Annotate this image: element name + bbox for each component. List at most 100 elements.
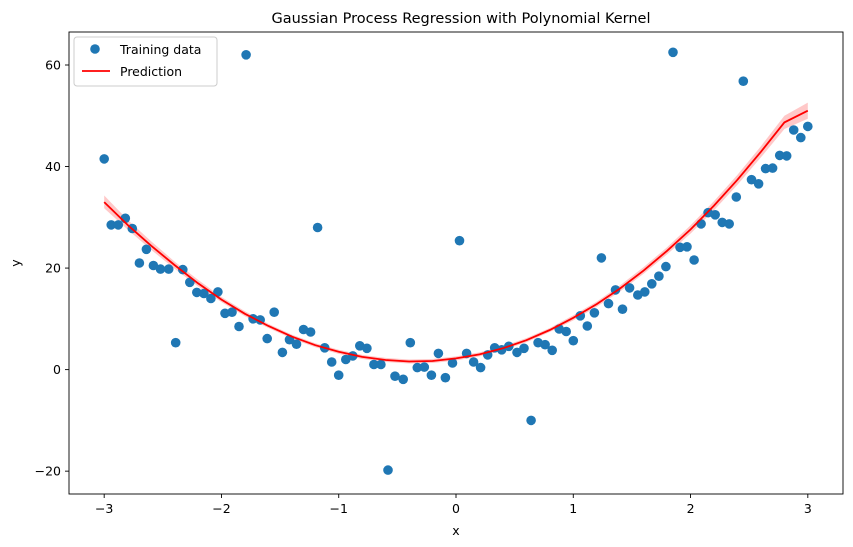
training-point xyxy=(647,279,657,289)
training-point xyxy=(760,163,771,174)
training-point xyxy=(213,287,223,297)
x-tick-label: −2 xyxy=(212,501,230,516)
training-point xyxy=(426,370,437,381)
plot-area xyxy=(99,47,813,475)
training-point xyxy=(540,339,550,350)
training-point xyxy=(774,150,785,161)
training-point xyxy=(746,174,757,185)
training-point xyxy=(561,326,571,337)
y-tick-label: −20 xyxy=(35,464,61,479)
training-point xyxy=(433,348,444,359)
training-point xyxy=(724,219,734,229)
y-axis: −20 0 20 40 60 xyxy=(35,58,69,479)
training-point xyxy=(155,264,166,274)
training-point xyxy=(526,415,536,426)
y-tick-label: 0 xyxy=(53,362,61,377)
training-point xyxy=(206,293,216,304)
training-point xyxy=(199,288,209,299)
x-axis-label: x xyxy=(452,523,459,538)
legend-label-training: Training data xyxy=(119,42,201,57)
training-point xyxy=(440,372,451,383)
training-point xyxy=(731,192,742,202)
training-point xyxy=(519,343,529,354)
training-point xyxy=(383,465,393,475)
training-point xyxy=(178,264,188,275)
training-point xyxy=(192,287,202,298)
training-point xyxy=(475,362,486,373)
x-axis: −3 −2 −1 0 1 2 3 xyxy=(95,494,812,516)
x-tick-label: 0 xyxy=(452,501,460,516)
training-point xyxy=(376,359,386,370)
training-point xyxy=(454,235,465,246)
training-point xyxy=(398,374,409,385)
training-point xyxy=(803,121,813,132)
training-point xyxy=(661,261,671,272)
training-point xyxy=(753,179,764,189)
training-point xyxy=(696,219,706,229)
legend-box xyxy=(73,36,218,87)
training-point xyxy=(781,151,792,161)
training-points-layer xyxy=(99,47,813,475)
training-point xyxy=(689,255,699,265)
training-point xyxy=(568,335,579,346)
training-point xyxy=(682,242,692,252)
training-point xyxy=(99,154,109,164)
training-point xyxy=(362,343,372,354)
training-point xyxy=(788,125,799,135)
chart-title: Gaussian Process Regression with Polynom… xyxy=(271,11,650,27)
training-point xyxy=(390,371,400,382)
y-tick-label: 40 xyxy=(45,159,61,174)
training-point xyxy=(141,244,152,255)
training-point xyxy=(234,321,244,332)
training-point xyxy=(241,50,251,60)
training-point xyxy=(675,242,685,253)
training-point xyxy=(624,283,635,293)
training-point xyxy=(333,370,344,381)
training-point xyxy=(419,362,430,372)
training-point xyxy=(227,307,237,318)
training-point xyxy=(654,271,664,282)
training-point xyxy=(106,220,116,230)
training-point xyxy=(710,210,720,220)
training-point xyxy=(617,304,628,315)
x-tick-label: 3 xyxy=(804,501,812,516)
prediction-line xyxy=(103,109,809,363)
x-tick-label: 2 xyxy=(687,501,695,516)
training-point xyxy=(596,253,607,263)
prediction-line-layer xyxy=(103,109,809,363)
x-tick-label: −1 xyxy=(330,501,348,516)
y-tick-label: 60 xyxy=(45,58,61,73)
training-point xyxy=(262,333,273,344)
training-point xyxy=(447,358,458,368)
training-point xyxy=(547,345,557,356)
legend-label-prediction: Prediction xyxy=(120,64,182,79)
training-point xyxy=(148,260,159,271)
training-point xyxy=(269,307,280,318)
training-point xyxy=(134,258,145,268)
x-tick-label: 1 xyxy=(569,501,577,516)
training-point xyxy=(767,163,778,173)
training-point xyxy=(668,47,678,58)
training-point xyxy=(312,222,323,233)
training-point xyxy=(603,298,614,309)
training-point xyxy=(291,339,302,350)
training-point xyxy=(113,220,124,230)
training-point xyxy=(512,347,522,358)
training-point xyxy=(796,132,806,143)
legend-marker-training xyxy=(90,44,100,54)
training-point xyxy=(412,362,423,373)
legend: Training data Prediction xyxy=(73,36,218,87)
training-point xyxy=(405,337,416,348)
training-point xyxy=(170,337,181,348)
training-point xyxy=(326,357,337,367)
x-tick-label: −3 xyxy=(95,501,113,516)
training-point xyxy=(582,321,593,331)
training-point xyxy=(575,311,586,321)
training-point xyxy=(589,308,600,318)
training-point xyxy=(305,327,316,337)
training-point xyxy=(277,347,288,358)
training-point xyxy=(738,76,749,86)
training-point xyxy=(468,357,479,367)
